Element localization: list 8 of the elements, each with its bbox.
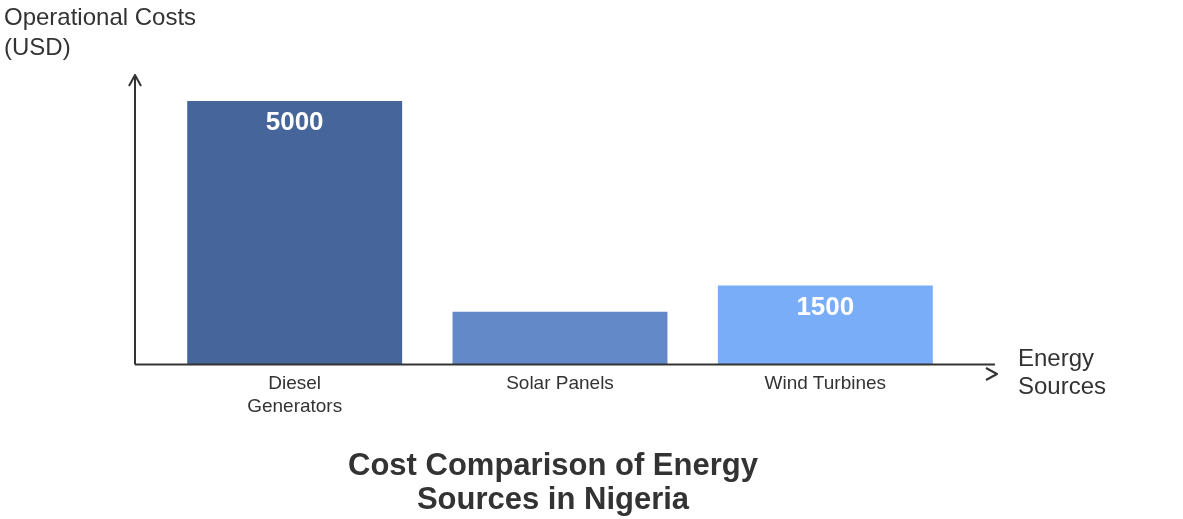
x-tick-label: Solar Panels [506, 372, 614, 394]
x-tick-label: Diesel Generators [247, 372, 343, 416]
data-label: 1500 [796, 290, 855, 321]
text: Cost Comparison of Energy Sources in Nigeria [347, 447, 759, 516]
data-label: 5000 [265, 106, 324, 137]
x-axis-title: Energy Sources [1018, 344, 1108, 400]
y-axis-title: Operational Costs (USD) [4, 2, 198, 62]
x-tick-label: Wind Turbines [764, 372, 887, 394]
